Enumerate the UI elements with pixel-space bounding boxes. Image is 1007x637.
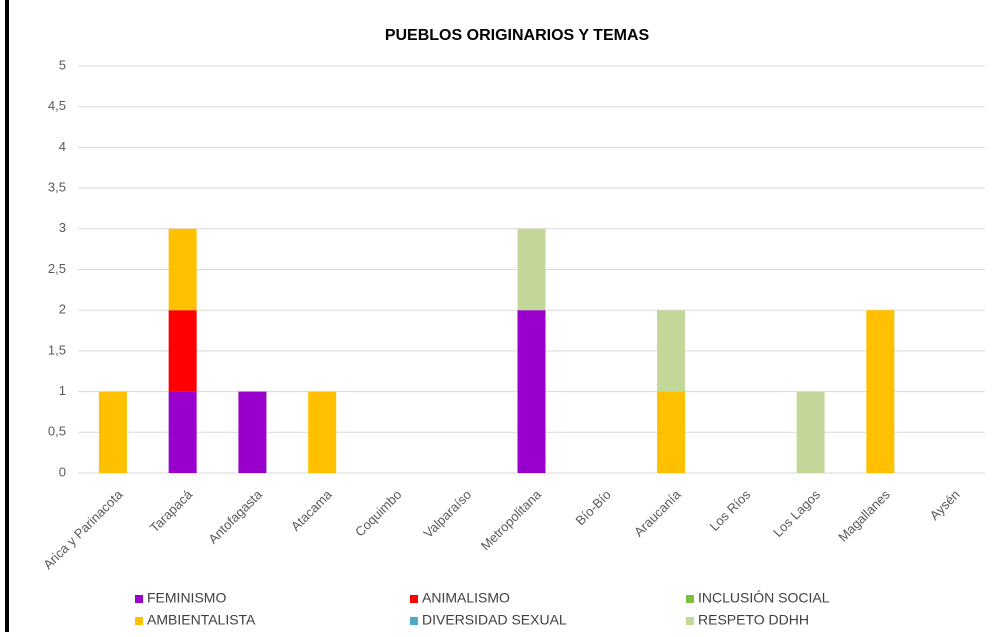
bar-segment bbox=[657, 391, 686, 473]
x-tick-label: Magallanes bbox=[835, 487, 893, 545]
bar-segment bbox=[517, 310, 546, 473]
bar-segment bbox=[308, 391, 337, 473]
bar-segment bbox=[98, 391, 127, 473]
x-tick-label: Tarapacá bbox=[147, 486, 196, 535]
legend-swatch bbox=[135, 595, 143, 603]
y-tick-label: 4,5 bbox=[48, 98, 66, 113]
x-tick-label: Atacama bbox=[288, 486, 335, 533]
y-tick-label: 3,5 bbox=[48, 180, 66, 195]
x-tick-label: Bío-Bío bbox=[573, 487, 614, 528]
bar-segment bbox=[168, 391, 197, 473]
x-tick-label: Aysén bbox=[927, 487, 963, 523]
x-tick-label: Metropolitana bbox=[478, 486, 545, 553]
bar-segment bbox=[168, 310, 197, 392]
x-tick-label: Araucanía bbox=[631, 486, 684, 539]
legend-label: INCLUSIÓN SOCIAL bbox=[698, 590, 830, 606]
y-tick-label: 0 bbox=[59, 464, 66, 479]
bar-segment bbox=[657, 310, 686, 392]
legend-label: ANIMALISMO bbox=[422, 590, 510, 606]
bar-segment bbox=[866, 310, 895, 473]
legend-label: RESPETO DDHH bbox=[698, 612, 809, 628]
legend-label: FEMINISMO bbox=[147, 590, 226, 606]
y-tick-label: 2,5 bbox=[48, 261, 66, 276]
legend-swatch bbox=[686, 617, 694, 625]
legend-swatch bbox=[135, 617, 143, 625]
x-tick-label: Los Ríos bbox=[706, 487, 753, 534]
x-tick-label: Coquimbo bbox=[352, 487, 405, 540]
y-tick-label: 3 bbox=[59, 220, 66, 235]
left-border bbox=[5, 0, 9, 632]
legend-swatch bbox=[410, 595, 418, 603]
bar-segment bbox=[796, 391, 825, 473]
y-tick-label: 0,5 bbox=[48, 424, 66, 439]
legend-label: AMBIENTALISTA bbox=[147, 612, 256, 628]
legend-swatch bbox=[410, 617, 418, 625]
x-tick-label: Los Lagos bbox=[770, 487, 823, 540]
y-tick-label: 1 bbox=[59, 383, 66, 398]
y-tick-label: 4 bbox=[59, 139, 66, 154]
x-tick-label: Arica y Parinacota bbox=[40, 486, 126, 572]
legend-label: DIVERSIDAD SEXUAL bbox=[422, 612, 567, 628]
bar-segment bbox=[517, 228, 546, 311]
y-tick-label: 2 bbox=[59, 302, 66, 317]
y-tick-label: 5 bbox=[59, 57, 66, 72]
legend-swatch bbox=[686, 595, 694, 603]
chart-title: PUEBLOS ORIGINARIOS Y TEMAS bbox=[385, 27, 650, 44]
bar-segment bbox=[168, 228, 197, 311]
y-tick-label: 1,5 bbox=[48, 342, 66, 357]
x-tick-label: Valparaíso bbox=[420, 487, 474, 541]
x-tick-label: Antofagasta bbox=[205, 486, 265, 546]
bar-segment bbox=[238, 391, 267, 473]
